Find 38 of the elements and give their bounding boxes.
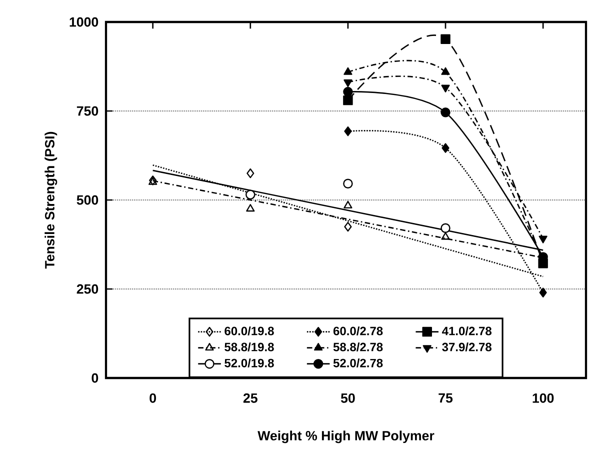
y-tick-label: 750 <box>76 106 98 116</box>
y-axis-title: Tensile Strength (PSI) <box>44 132 58 269</box>
point <box>344 200 352 208</box>
point <box>246 204 255 212</box>
point <box>440 223 450 233</box>
y-tick-label: 500 <box>76 195 98 205</box>
legend-label: 52.0/19.8 <box>224 358 274 368</box>
point <box>441 84 450 92</box>
legend-label: 37.9/2.78 <box>442 342 492 352</box>
point <box>343 178 353 188</box>
point <box>344 222 352 232</box>
y-tick-label: 0 <box>92 373 98 383</box>
point <box>442 143 450 153</box>
y-tick-label: 250 <box>76 284 98 294</box>
legend-label: 60.0/2.78 <box>333 326 383 336</box>
x-axis-title: Weight % High MW Polymer <box>258 430 434 444</box>
legend-label: 58.8/2.78 <box>333 342 383 352</box>
x-tick-label: 75 <box>438 393 453 403</box>
x-tick-label: 50 <box>340 393 355 403</box>
legend-label: 58.8/19.8 <box>224 342 274 352</box>
point <box>538 236 548 244</box>
point <box>344 126 352 136</box>
legend-label: 41.0/2.78 <box>442 326 492 336</box>
point <box>539 288 547 298</box>
point <box>343 86 353 97</box>
point <box>440 108 450 118</box>
point <box>246 168 254 178</box>
point <box>441 232 450 240</box>
legend-label: 60.0/19.8 <box>224 326 274 336</box>
point <box>344 79 352 88</box>
x-tick-label: 0 <box>150 393 156 403</box>
y-tick-label: 1000 <box>70 17 98 27</box>
x-tick-label: 25 <box>243 393 258 403</box>
x-tick-label: 100 <box>532 393 554 403</box>
point <box>440 34 450 44</box>
point <box>343 95 353 106</box>
legend-label: 52.0/2.78 <box>333 358 383 368</box>
point <box>246 190 256 200</box>
